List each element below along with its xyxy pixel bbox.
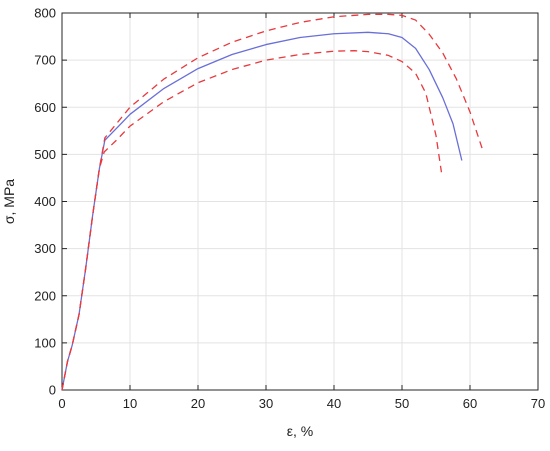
- y-tick-label: 200: [34, 288, 56, 303]
- y-axis-label: σ, MPa: [1, 179, 17, 224]
- x-tick-label: 60: [463, 396, 477, 411]
- x-tick-label: 10: [123, 396, 137, 411]
- y-tick-label: 300: [34, 241, 56, 256]
- mean-curve-line-0: [61, 31, 463, 391]
- x-tick-label: 0: [58, 396, 65, 411]
- x-tick-label: 40: [327, 396, 341, 411]
- grid-lines: [62, 13, 538, 390]
- y-tick-label: 500: [34, 147, 56, 162]
- y-tick-label: 400: [34, 194, 56, 209]
- x-tick-label: 20: [191, 396, 205, 411]
- dashed-bound-line-1: [61, 13, 483, 391]
- x-axis-label: ε, %: [287, 423, 313, 439]
- y-tick-label: 600: [34, 100, 56, 115]
- x-tick-label: 30: [259, 396, 273, 411]
- x-tick-label: 70: [531, 396, 545, 411]
- y-tick-label: 800: [34, 6, 56, 21]
- series-lines: [61, 13, 483, 391]
- y-tick-label: 0: [49, 383, 56, 398]
- y-tick-label: 100: [34, 335, 56, 350]
- x-tick-label: 50: [395, 396, 409, 411]
- y-tick-label: 700: [34, 53, 56, 68]
- dashed-bound-line-2: [61, 50, 443, 391]
